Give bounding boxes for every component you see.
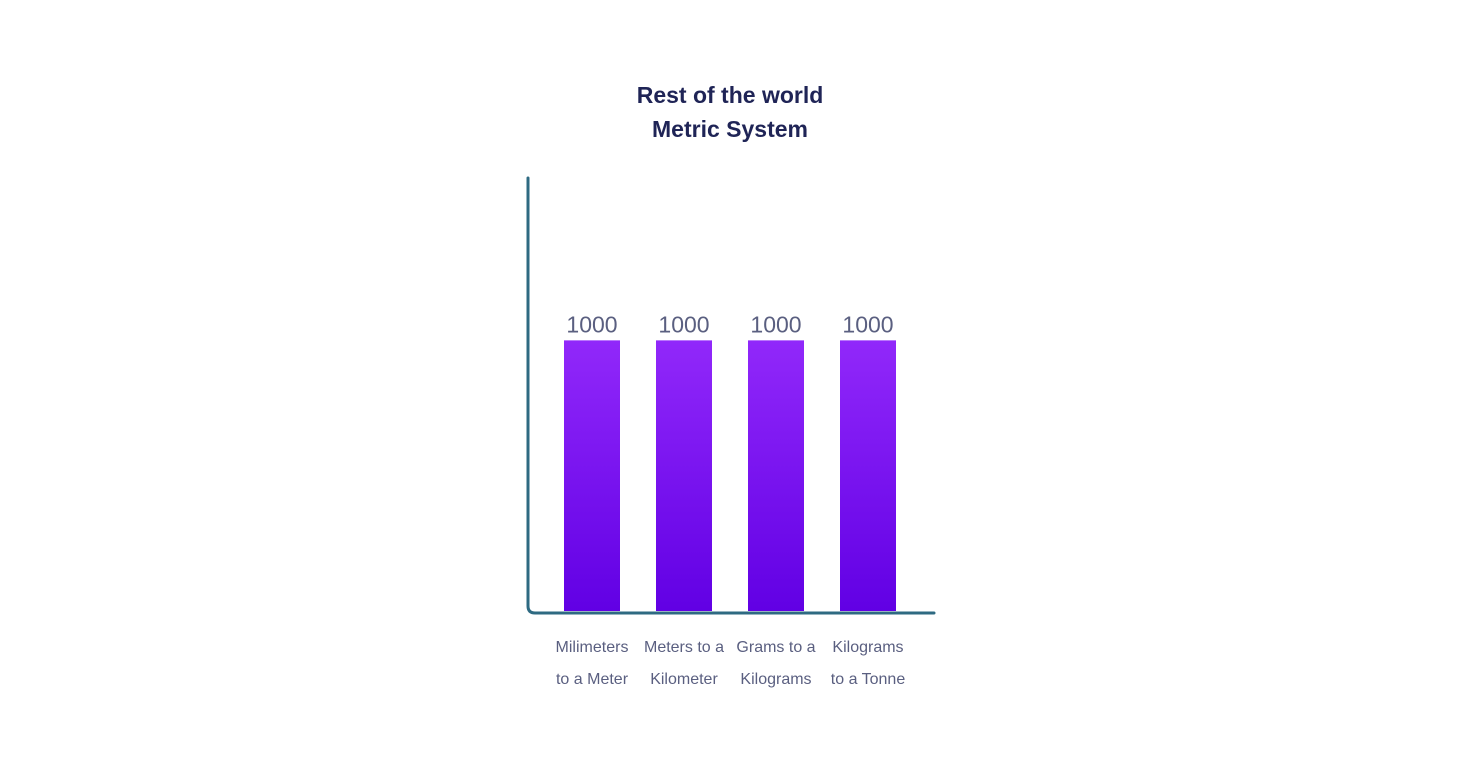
value-label-1: 1000 [566,311,617,337]
category-label-1-line-1: Milimeters [556,639,629,656]
category-label-2-line-2: Kilometer [650,671,718,688]
chart-title-line-2: Metric System [652,116,808,142]
chart-title-line-1: Rest of the world [636,82,824,108]
value-label-4: 1000 [842,311,893,337]
value-label-3: 1000 [750,311,801,337]
value-label-2: 1000 [658,311,709,337]
chart-axes [526,176,936,615]
bar-2 [656,340,712,611]
category-label-1-line-2: to a Meter [556,671,629,688]
bar-3 [748,340,804,611]
category-label-4-line-1: Kilograms [832,639,903,656]
bars-layer [564,340,896,611]
labels-layer: 1000 Milimeters to a Meter 1000 Meters to a K… [556,311,906,688]
bar-1 [564,340,620,611]
category-label-4-line-2: to a Tonne [831,671,906,688]
category-label-3-line-2: Kilograms [740,671,811,688]
category-label-3-line-1: Grams to a [736,639,815,656]
category-label-2-line-1: Meters to a [644,639,724,656]
chart-title: Rest of the world Metric System [0,78,1460,146]
bar-4 [840,340,896,611]
